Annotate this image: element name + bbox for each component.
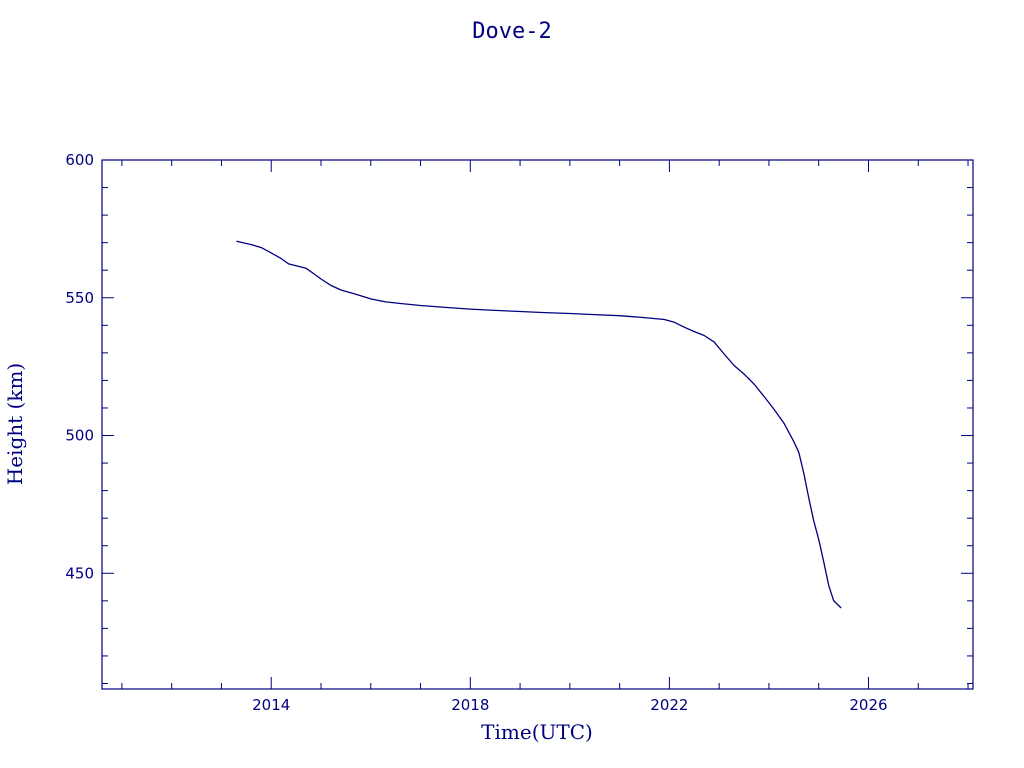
series-line-height bbox=[236, 240, 842, 609]
axis-tick-labels: 2014 2018 2022 2026 450 500 550 600 bbox=[65, 151, 887, 714]
y-axis-label: Height (km) bbox=[3, 363, 27, 485]
plot-area-frame bbox=[101, 159, 974, 690]
y-tick-label: 600 bbox=[65, 151, 94, 169]
y-tick-label: 450 bbox=[65, 564, 94, 582]
chart-title: Dove-2 bbox=[472, 19, 551, 44]
x-tick-label: 2018 bbox=[451, 696, 489, 714]
y-tick-label: 500 bbox=[65, 427, 94, 445]
x-tick-label: 2022 bbox=[650, 696, 688, 714]
y-tick-label: 550 bbox=[65, 289, 94, 307]
x-tick-label: 2014 bbox=[252, 696, 290, 714]
x-axis-label: Time(UTC) bbox=[481, 720, 593, 744]
axis-ticks bbox=[102, 159, 973, 689]
x-tick-label: 2026 bbox=[849, 696, 887, 714]
